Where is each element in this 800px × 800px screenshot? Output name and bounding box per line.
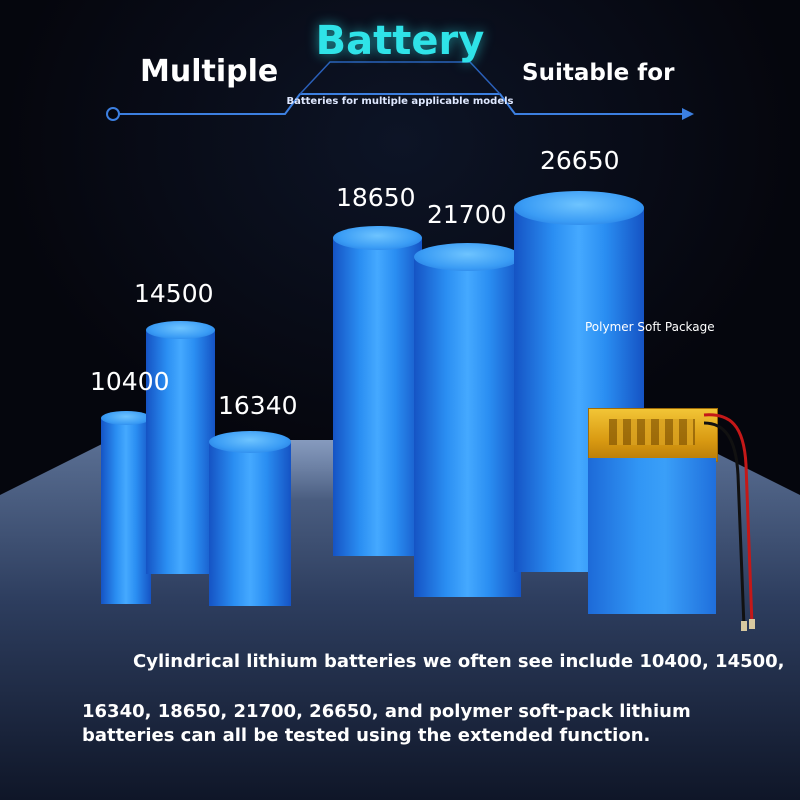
battery-21700 (414, 257, 521, 597)
description-line-1: Cylindrical lithium batteries we often s… (133, 651, 785, 672)
pouch-label: Polymer Soft Package (585, 320, 715, 334)
battery-label-16340: 16340 (218, 391, 298, 420)
left-heading: Multiple (140, 54, 279, 89)
battery-16340 (209, 442, 291, 606)
battery-label-21700: 21700 (427, 200, 507, 229)
right-heading: Suitable for (522, 60, 675, 86)
circuit-chip-icon (609, 419, 695, 445)
description-line-2: 16340, 18650, 21700, 26650, and polymer … (82, 701, 691, 746)
battery-label-18650: 18650 (336, 183, 416, 212)
battery-wires-icon (703, 413, 755, 631)
battery-14500 (146, 330, 215, 574)
page-title: Battery (315, 18, 485, 64)
battery-label-14500: 14500 (134, 279, 214, 308)
pouch-protection-board (588, 408, 718, 462)
battery-label-26650: 26650 (540, 146, 620, 175)
pouch-body (588, 458, 716, 614)
battery-10400 (101, 418, 151, 604)
battery-18650 (333, 238, 422, 556)
polymer-pouch-battery (588, 408, 718, 614)
battery-label-10400: 10400 (90, 367, 170, 396)
subtitle: Batteries for multiple applicable models (286, 96, 514, 107)
